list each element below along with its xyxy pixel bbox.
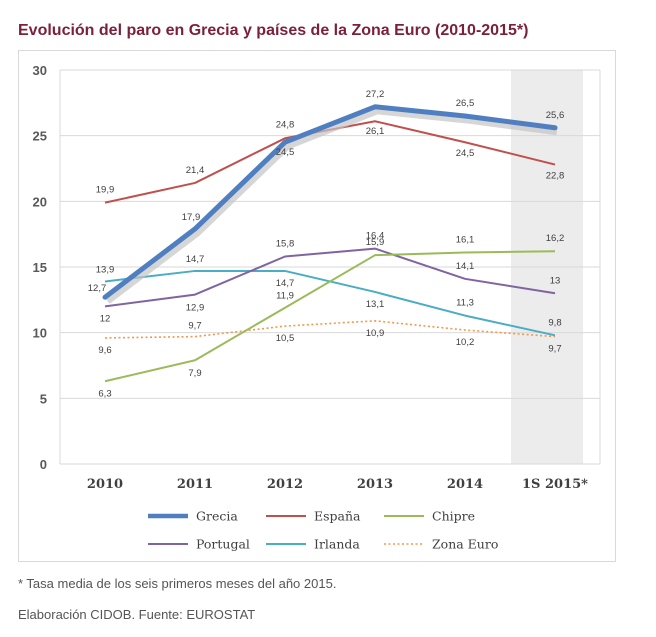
data-label: 6,3 (98, 388, 111, 399)
legend-label-portugal: Portugal (196, 537, 250, 552)
data-label: 24,5 (276, 147, 295, 158)
data-label: 11,3 (456, 298, 474, 309)
y-tick-label: 15 (33, 260, 47, 275)
source-credit: Elaboración CIDOB. Fuente: EUROSTAT (18, 607, 256, 622)
data-label: 17,9 (182, 212, 201, 223)
data-label: 16,2 (546, 233, 565, 244)
y-tick-label: 25 (33, 129, 47, 144)
data-label: 27,2 (366, 89, 385, 100)
x-tick-label: 2012 (267, 477, 303, 492)
data-label: 16,4 (366, 231, 385, 242)
x-tick-label: 2010 (87, 477, 123, 492)
series-line-zona-euro (104, 320, 556, 339)
data-label: 10,2 (456, 337, 475, 348)
data-label: 9,7 (548, 344, 561, 355)
data-label: 15,8 (276, 238, 295, 249)
x-tick-label: 1S 2015* (522, 477, 588, 492)
series-line-chipre (104, 250, 556, 383)
data-label: 26,5 (456, 98, 475, 109)
data-label: 16,1 (456, 235, 475, 246)
data-label: 14,7 (276, 278, 295, 289)
data-label: 15,9 (366, 237, 385, 248)
data-label: 26,1 (366, 126, 385, 137)
x-tick-label: 2011 (177, 477, 213, 492)
data-label: 9,7 (188, 321, 201, 332)
data-label: 10,9 (366, 328, 385, 339)
data-label: 24,5 (456, 148, 475, 159)
legend-label-zona-euro: Zona Euro (432, 537, 498, 552)
y-tick-label: 20 (33, 194, 47, 209)
x-tick-label: 2014 (447, 477, 483, 492)
series-line-portugal (104, 247, 556, 308)
series-shadow-grecia (104, 105, 558, 304)
y-tick-label: 30 (33, 63, 47, 78)
legend-label-chipre: Chipre (432, 509, 475, 524)
legend-label-irlanda: Irlanda (314, 537, 360, 552)
data-label: 9,8 (548, 317, 561, 328)
data-label: 24,8 (276, 119, 295, 130)
data-label: 12 (100, 313, 111, 324)
y-tick-label: 10 (33, 326, 47, 341)
data-label: 7,9 (188, 368, 201, 379)
data-label: 11,9 (276, 291, 294, 302)
data-label: 14,1 (456, 261, 475, 272)
footnote: * Tasa media de los seis primeros meses … (18, 576, 337, 591)
line-chart: 0 5 10 15 20 25 30 2010 2011 2012 2013 2014 1S 2015*… (33, 63, 601, 552)
data-label: 22,8 (546, 171, 565, 182)
data-label: 25,6 (546, 110, 565, 121)
data-label: 10,5 (276, 333, 295, 344)
x-tick-label: 2013 (357, 477, 393, 492)
data-label: 14,7 (186, 254, 205, 265)
data-label: 19,9 (96, 185, 115, 196)
series-line-espana (104, 120, 556, 204)
data-label: 21,4 (186, 165, 205, 176)
data-label: 12,7 (88, 283, 107, 294)
data-label: 13,1 (366, 299, 385, 310)
series-line-grecia (102, 104, 558, 300)
data-label: 12,9 (186, 303, 205, 314)
chart-title: Evolución del paro en Grecia y países de… (18, 22, 529, 39)
data-label: 13,9 (96, 264, 115, 275)
legend-label-grecia: Grecia (196, 509, 238, 524)
legend-label-espana: España (314, 509, 361, 524)
data-label: 9,6 (98, 345, 111, 356)
y-tick-label: 0 (40, 457, 47, 472)
data-label: 13 (550, 275, 561, 286)
y-tick-label: 5 (40, 391, 47, 406)
